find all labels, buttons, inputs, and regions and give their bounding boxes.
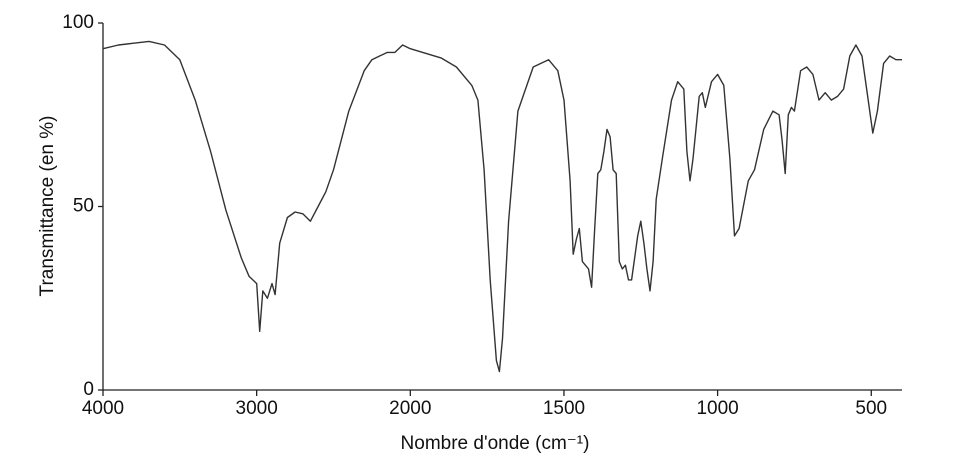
y-axis-label: Transmittance (en %) [37, 116, 58, 297]
x-tick-label: 500 [855, 398, 887, 419]
y-tick-label: 50 [73, 196, 94, 217]
x-tick-label: 2000 [389, 398, 431, 419]
x-tick-label: 4000 [82, 398, 124, 419]
x-tick-label: 1500 [543, 398, 585, 419]
spectrum-line [102, 40, 902, 373]
x-tick-label: 3000 [236, 398, 278, 419]
x-tick-label: 1000 [696, 398, 738, 419]
y-tick-label: 100 [62, 12, 94, 33]
y-tick-label: 0 [83, 379, 94, 400]
x-axis-label: Nombre d'onde (cm⁻¹) [401, 433, 590, 454]
